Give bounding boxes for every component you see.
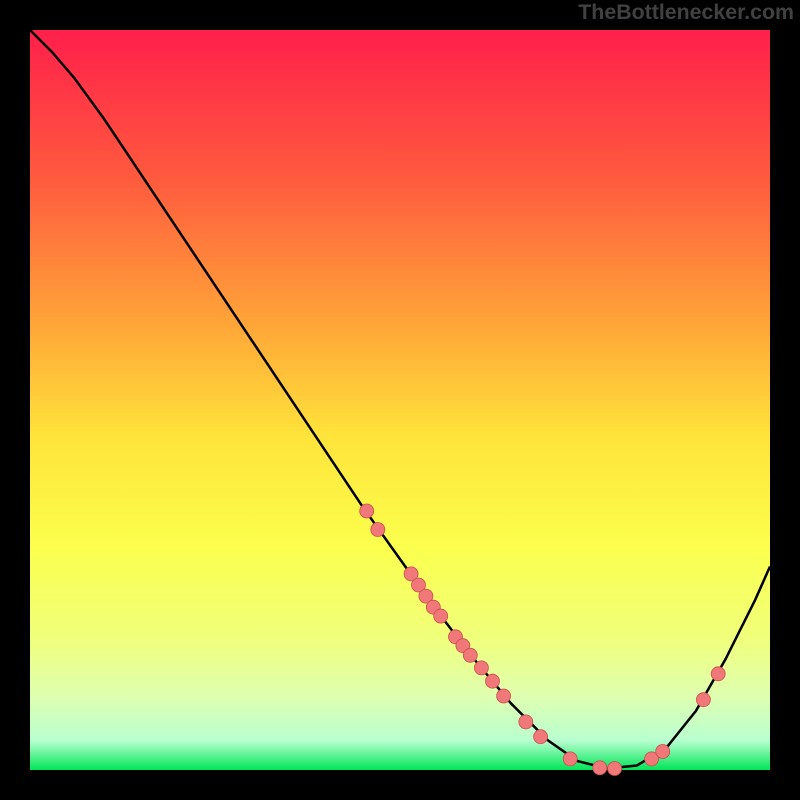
data-marker (474, 661, 488, 675)
data-marker (593, 761, 607, 775)
data-marker (371, 523, 385, 537)
data-marker (711, 667, 725, 681)
data-marker (534, 730, 548, 744)
data-marker (360, 504, 374, 518)
plot-background (30, 30, 770, 770)
data-marker (497, 689, 511, 703)
chart-stage: TheBottlenecker.com (0, 0, 800, 800)
data-marker (656, 745, 670, 759)
data-marker (519, 715, 533, 729)
data-marker (696, 693, 710, 707)
data-marker (463, 648, 477, 662)
data-marker (486, 674, 500, 688)
bottleneck-curve-chart (0, 0, 800, 800)
data-marker (563, 752, 577, 766)
data-marker (608, 762, 622, 776)
data-marker (434, 609, 448, 623)
